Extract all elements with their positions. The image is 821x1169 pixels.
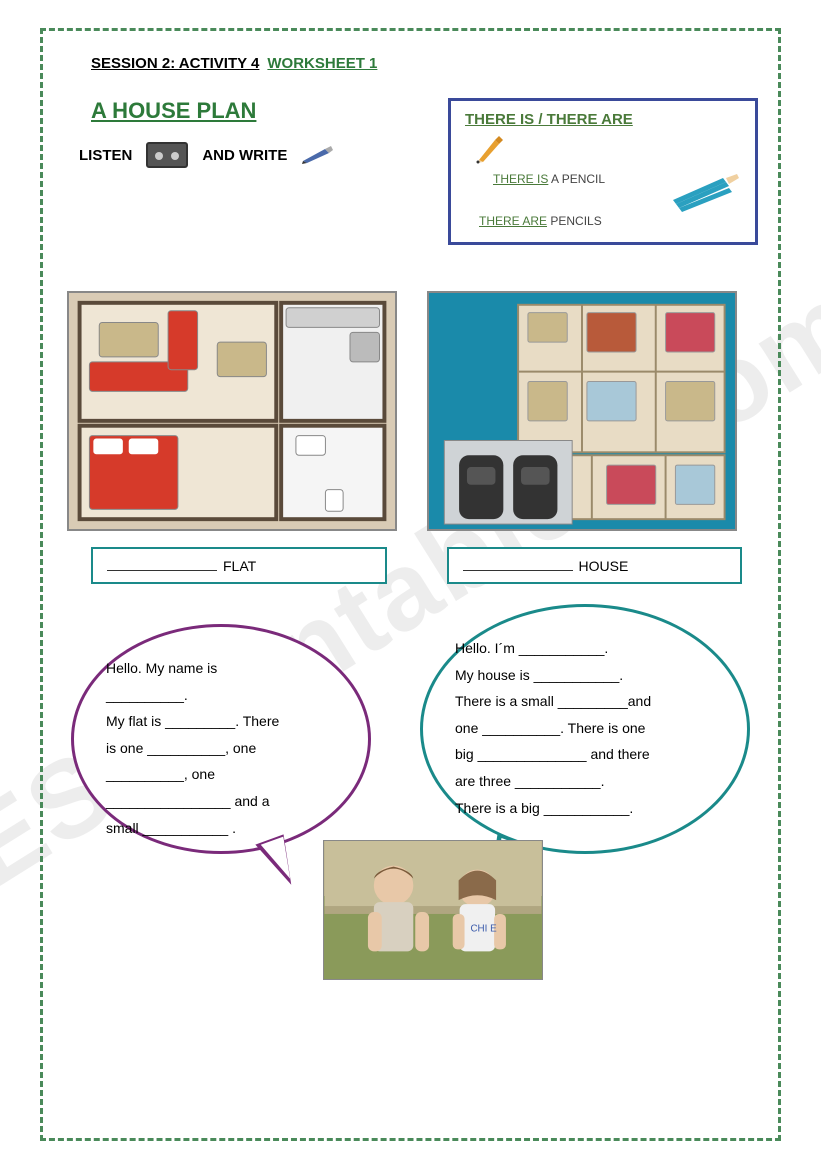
flat-label-box[interactable]: FLAT (91, 547, 387, 584)
flat-label: FLAT (223, 558, 256, 574)
speech-bubbles-area: Hello. My name is __________. My flat is… (63, 624, 758, 964)
bubble-left-line: My flat is _________. There (106, 708, 336, 735)
session-label: SESSION 2: ACTIVITY 4 (91, 55, 259, 72)
bubble-left-line: ________________ and a (106, 788, 336, 815)
house-plan (427, 291, 737, 531)
header-row: SESSION 2: ACTIVITY 4 WORKSHEET 1 (91, 55, 758, 72)
listen-label: LISTEN (79, 147, 132, 164)
bubble-right-line: There is a small _________and (455, 688, 715, 715)
bubble-left-line: small ___________ . (106, 815, 336, 842)
cassette-icon (146, 142, 188, 168)
house-label: HOUSE (579, 558, 629, 574)
house-blank[interactable] (463, 557, 573, 571)
grammar-title: THERE IS / THERE ARE (465, 111, 741, 128)
pen-icon (301, 145, 337, 165)
bubble-right-line: one __________. There is one (455, 715, 715, 742)
bubble-right-line: are three ___________. (455, 768, 715, 795)
grammar-line-2: THERE ARE PENCILS (479, 214, 741, 228)
flat-blank[interactable] (107, 557, 217, 571)
worksheet-label: WORKSHEET 1 (267, 55, 377, 72)
bubble-left-line: __________, one (106, 761, 336, 788)
title-row: A HOUSE PLAN LISTEN AND WRITE THERE IS /… (63, 98, 758, 245)
bubble-right-line: My house is ___________. (455, 662, 715, 689)
flat-plan (67, 291, 397, 531)
floor-plans-row (63, 291, 758, 531)
bubble-right-line: There is a big ___________. (455, 795, 715, 822)
label-boxes-row: FLAT HOUSE (63, 547, 758, 584)
bubble-right-line: Hello. I´m ___________. (455, 635, 715, 662)
kids-photo: CHI E (323, 840, 543, 980)
bubble-left-line: Hello. My name is (106, 655, 336, 682)
main-title: A HOUSE PLAN (91, 98, 428, 124)
bubble-right-line: big ______________ and there (455, 741, 715, 768)
bubble-left-tail (255, 834, 300, 891)
instruction-row: LISTEN AND WRITE (79, 142, 428, 168)
bubble-left-line: __________. (106, 682, 336, 709)
speech-bubble-right[interactable]: Hello. I´m ___________. My house is ____… (420, 604, 750, 854)
grammar-box: THERE IS / THERE ARE THERE IS A PENCIL (448, 98, 758, 245)
bubble-left-line: is one __________, one (106, 735, 336, 762)
svg-text:CHI E: CHI E (470, 924, 497, 935)
pencil-single-icon (475, 134, 505, 164)
pencils-multi-icon (671, 174, 741, 214)
house-label-box[interactable]: HOUSE (447, 547, 743, 584)
and-write-label: AND WRITE (202, 147, 287, 164)
speech-bubble-left[interactable]: Hello. My name is __________. My flat is… (71, 624, 371, 854)
page-border: SESSION 2: ACTIVITY 4 WORKSHEET 1 A HOUS… (40, 28, 781, 1141)
